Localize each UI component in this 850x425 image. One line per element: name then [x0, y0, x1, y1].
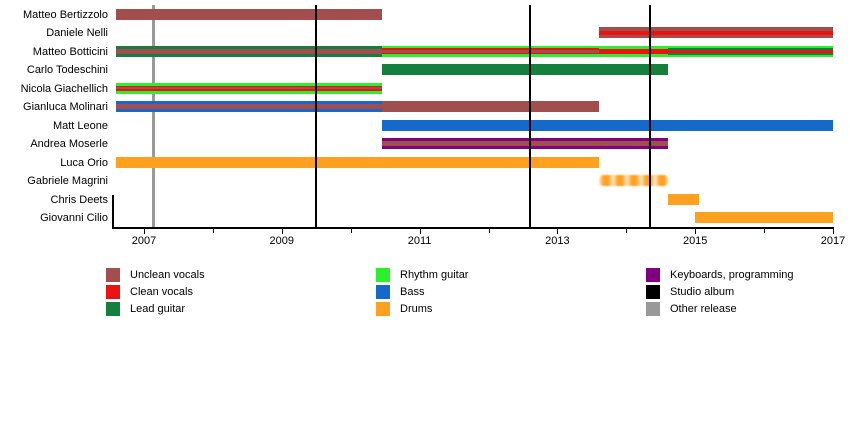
member-label: Matteo Botticini	[32, 45, 108, 58]
member-label: Andrea Moserle	[30, 138, 108, 151]
member-label: Gabriele Magrini	[27, 175, 108, 188]
axis-year-label: 2013	[545, 235, 570, 247]
member-label: Luca Orio	[60, 156, 108, 169]
member-label: Nicola Giachellich	[20, 82, 108, 95]
member-bar	[116, 156, 599, 168]
member-bar	[116, 45, 382, 57]
axis-tick	[212, 229, 214, 233]
member-label: Gianluca Molinari	[23, 101, 108, 114]
axis-tick	[144, 229, 145, 234]
axis-tick	[557, 229, 559, 234]
legend-label: Bass	[400, 286, 425, 298]
axis-tick	[281, 229, 283, 234]
axis-tick	[350, 229, 352, 233]
legend-swatch-drums	[376, 302, 390, 316]
legend-label: Unclean vocals	[130, 269, 205, 281]
legend-label: Other release	[670, 303, 737, 315]
legend-swatch-studio-album	[646, 285, 660, 299]
member-bar	[667, 193, 699, 205]
axis-tick	[419, 229, 421, 234]
member-label: Giovanni Cilio	[40, 212, 108, 225]
member-bar	[381, 119, 833, 131]
member-label: Matteo Bertizzolo	[23, 8, 108, 21]
role-stripe	[381, 141, 668, 147]
legend-label: Lead guitar	[130, 303, 186, 315]
axis-year-label: 2007	[131, 235, 157, 247]
axis-tick	[488, 229, 490, 233]
legend-label: Drums	[400, 303, 433, 315]
axis-corner-segment	[112, 195, 114, 227]
axis-year-label: 2009	[269, 235, 295, 247]
member-bar	[381, 45, 599, 57]
axis-year-label: 2015	[682, 235, 708, 247]
member-bar	[381, 101, 599, 113]
role-stripe	[381, 49, 599, 53]
member-bar	[381, 138, 668, 150]
x-axis-line	[112, 227, 834, 229]
legend-label: Rhythm guitar	[400, 269, 469, 281]
studio-album-line	[315, 5, 318, 227]
legend-swatch-other-release	[646, 302, 660, 316]
member-bar	[598, 45, 668, 57]
legend-swatch-bass	[376, 285, 390, 299]
legend-label: Keyboards, programming	[670, 269, 794, 281]
member-label: Daniele Nelli	[46, 27, 108, 40]
legend-swatch-clean-vocals	[106, 285, 120, 299]
member-label: Carlo Todeschini	[26, 64, 108, 77]
role-stripe	[598, 48, 668, 54]
member-bar	[598, 27, 833, 39]
legend-swatch-unclean-vocals	[106, 268, 120, 282]
axis-year-label: 2011	[407, 235, 432, 247]
member-bar	[116, 8, 382, 20]
legend-swatch-rhythm-guitar	[376, 268, 390, 282]
axis-tick	[626, 229, 628, 233]
axis-tick	[833, 229, 834, 234]
studio-album-line	[528, 5, 531, 227]
role-stripe	[116, 87, 382, 90]
axis-year-label: 2017	[820, 235, 846, 247]
member-bar	[667, 45, 833, 57]
member-bar	[695, 212, 833, 224]
role-stripe	[598, 30, 833, 35]
role-stripe	[116, 48, 382, 54]
role-stripe	[116, 104, 382, 110]
axis-tick	[764, 229, 766, 233]
legend-label: Studio album	[670, 286, 735, 298]
studio-album-line	[649, 5, 652, 227]
legend-swatch-lead-guitar	[106, 302, 120, 316]
other-release-line	[151, 5, 155, 227]
axis-tick	[695, 229, 697, 234]
member-bar	[598, 175, 668, 187]
legend-label: Clean vocals	[130, 286, 193, 298]
member-bar	[116, 82, 382, 94]
member-label: Chris Deets	[50, 193, 108, 206]
legend-swatch-keyboards	[646, 268, 660, 282]
member-label: Matt Leone	[52, 119, 108, 132]
member-bar	[381, 64, 668, 76]
member-bar	[116, 101, 382, 113]
role-stripe	[667, 49, 833, 53]
